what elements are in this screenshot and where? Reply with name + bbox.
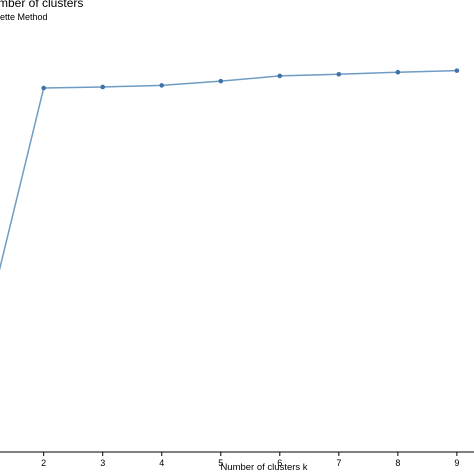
data-point bbox=[100, 84, 106, 90]
x-tick-label: 3 bbox=[100, 458, 105, 468]
x-tick-label: 2 bbox=[41, 458, 46, 468]
x-tick-label: 5 bbox=[218, 458, 223, 468]
x-tick-label: 9 bbox=[454, 458, 459, 468]
x-tick-label: 4 bbox=[159, 458, 164, 468]
plot-area: 2 3 4 5 6 7 8 9 bbox=[0, 68, 474, 468]
x-tick-label: 7 bbox=[336, 458, 341, 468]
data-point bbox=[454, 68, 460, 73]
x-tick-label: 8 bbox=[395, 458, 400, 468]
data-point bbox=[159, 83, 165, 88]
data-point bbox=[41, 85, 46, 91]
x-axis-label: Number of clusters k bbox=[220, 462, 307, 473]
series-line bbox=[0, 69, 457, 271]
data-point bbox=[277, 73, 283, 79]
chart-subtitle: ette Method bbox=[0, 12, 48, 22]
x-tick-label: 6 bbox=[277, 458, 282, 468]
series-group bbox=[0, 68, 460, 271]
data-point bbox=[336, 72, 342, 77]
data-point bbox=[395, 69, 401, 75]
chart-title: mber of clusters bbox=[0, 0, 83, 10]
x-axis-ticks: 2 3 4 5 6 7 8 9 bbox=[41, 452, 459, 468]
data-point bbox=[218, 78, 224, 84]
